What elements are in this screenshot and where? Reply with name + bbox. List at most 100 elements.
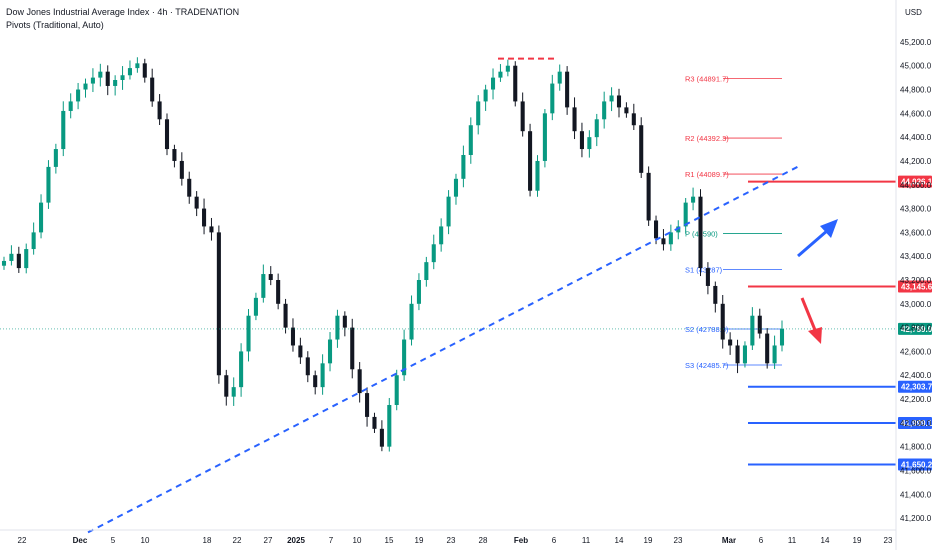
candle-body (498, 71, 503, 78)
candle-body (572, 107, 577, 132)
candle-body (231, 387, 236, 397)
level-badge-label: 41,999.1 (901, 419, 932, 428)
y-tick-label: 44,000.0 (900, 181, 932, 190)
candle-body (565, 71, 570, 108)
y-tick-label: 41,600.0 (900, 466, 932, 475)
candle-body (31, 232, 36, 250)
candle-body (757, 315, 762, 334)
chart-title: Dow Jones Industrial Average Index · 4h … (6, 7, 239, 17)
candle-body (9, 253, 14, 261)
pivot-label: R2 (44392.3) (685, 134, 729, 143)
candle-body (587, 137, 592, 150)
y-tick-label: 45,000.0 (900, 62, 932, 71)
candle-body (557, 71, 562, 84)
x-tick-label: 6 (552, 536, 557, 545)
candle-body (68, 101, 73, 111)
candle-body (46, 166, 51, 203)
x-tick-label: 23 (884, 536, 893, 545)
candle-body (179, 160, 184, 179)
y-tick-label: 44,200.0 (900, 157, 932, 166)
candle-body (379, 428, 384, 447)
y-tick-label: 42,800.0 (900, 324, 932, 333)
x-tick-label: 2025 (287, 536, 305, 545)
candle-body (320, 363, 325, 388)
candle-body (550, 83, 555, 114)
level-badge-label: 44,026.1 (901, 178, 932, 187)
candle-body (765, 333, 770, 364)
level-badge (898, 280, 932, 293)
candle-body (298, 345, 303, 358)
candle-body (602, 101, 607, 120)
x-tick-label: Dec (73, 536, 88, 545)
candle-body (253, 297, 258, 316)
x-tick-label: 15 (385, 536, 394, 545)
candle-body (683, 202, 688, 227)
currency-label: USD (905, 8, 922, 17)
level-badge (898, 380, 932, 393)
candle-body (224, 375, 229, 397)
candle-body (431, 244, 436, 263)
current-price-label: 42,789.0 (901, 325, 932, 334)
candle-body (735, 345, 740, 364)
pivot-label: S2 (42788.3) (685, 325, 729, 334)
down-arrow (800, 297, 822, 344)
candle-body (609, 95, 614, 102)
candle-body (290, 327, 296, 346)
candle-body (187, 178, 192, 197)
candle-body (61, 110, 66, 150)
candle-body (135, 63, 140, 69)
candle-body (202, 208, 207, 227)
candle-body (461, 155, 466, 179)
candle-body (335, 315, 340, 340)
candle-body (209, 226, 214, 233)
candle-body (313, 375, 318, 388)
candle-body (246, 315, 251, 352)
x-tick-label: 22 (233, 536, 242, 545)
y-tick-label: 41,200.0 (900, 514, 932, 523)
level-badge-label: 42,303.7 (901, 383, 932, 392)
candle-body (772, 345, 777, 364)
y-tick-label: 42,600.0 (900, 347, 932, 356)
x-tick-label: 11 (582, 536, 591, 545)
candles (1, 57, 785, 452)
candle-body (631, 113, 636, 126)
candle-body (616, 95, 622, 108)
candle-body (305, 357, 310, 376)
level-badge (898, 416, 932, 429)
y-tick-label: 43,000.0 (900, 300, 932, 309)
candle-body (372, 416, 377, 429)
y-tick-label: 42,200.0 (900, 395, 932, 404)
candle-body (453, 178, 459, 197)
candle-body (505, 65, 510, 72)
candle-body (24, 249, 29, 269)
candle-body (268, 274, 273, 280)
x-tick-label: 6 (759, 536, 764, 545)
candle-body (579, 131, 584, 150)
candle-body (424, 262, 429, 280)
candle-body (490, 77, 496, 90)
level-badge-label: 41,650.2 (901, 461, 932, 470)
x-tick-label: 19 (644, 536, 653, 545)
y-tick-label: 43,200.0 (900, 276, 932, 285)
candle-body (357, 369, 362, 394)
candle-body (194, 196, 199, 209)
y-tick-label: 44,800.0 (900, 86, 932, 95)
candle-body (83, 83, 88, 90)
candle-body (105, 71, 110, 86)
candle-body (698, 196, 703, 269)
candle-body (98, 71, 103, 78)
up-arrow (797, 219, 838, 258)
x-tick-label: 23 (447, 536, 456, 545)
candle-body (216, 232, 221, 376)
y-tick-label: 45,200.0 (900, 38, 932, 47)
candle-body (742, 345, 747, 364)
candle-body (542, 113, 547, 161)
candle-body (90, 77, 95, 84)
candle-body (142, 63, 147, 78)
x-tick-label: 28 (479, 536, 488, 545)
candle-body (439, 226, 444, 245)
candle-body (661, 238, 666, 245)
y-tick-label: 43,400.0 (900, 252, 932, 261)
annotations (87, 57, 838, 534)
